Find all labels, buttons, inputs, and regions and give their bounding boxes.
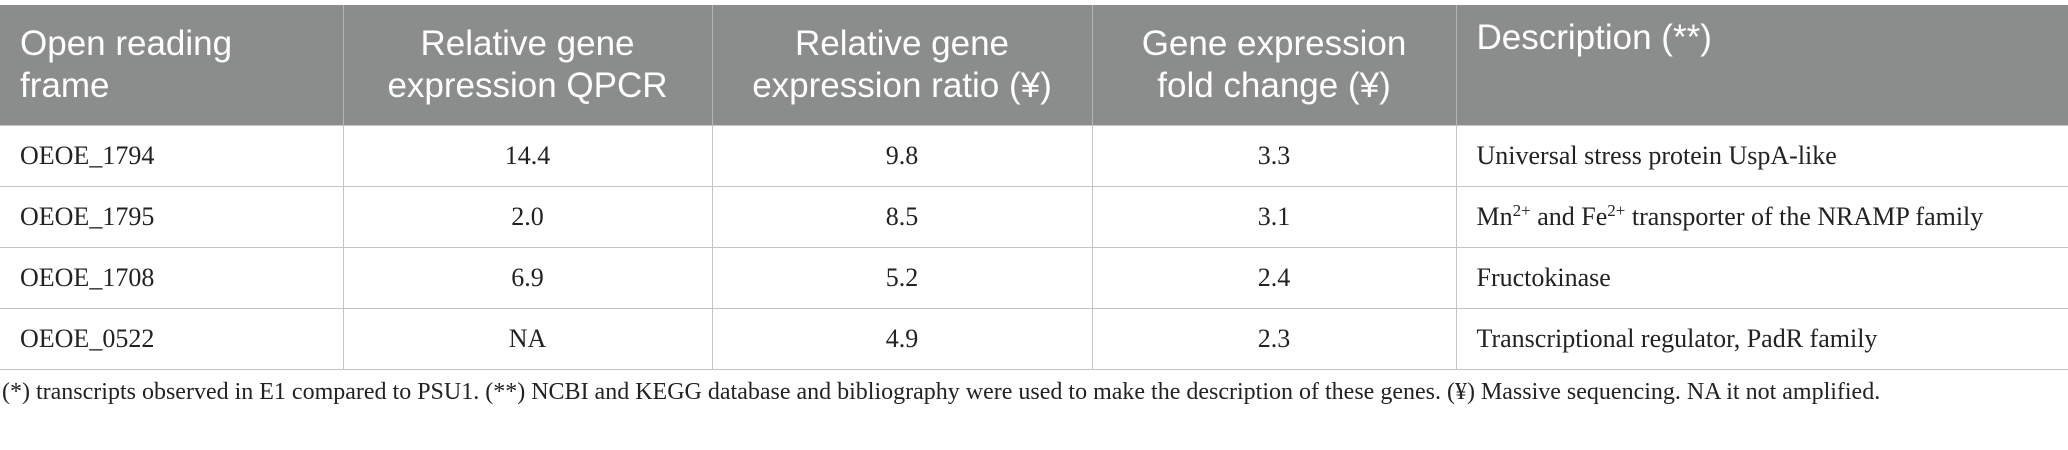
- text-run: and Fe: [1530, 202, 1608, 231]
- text-run: Transcriptional regulator, PadR family: [1476, 324, 1878, 353]
- value-cell: 5.2: [711, 247, 1093, 309]
- table-row: OEOE_1708 6.9 5.2 2.4 Fructokinase: [0, 247, 2068, 309]
- superscript: 2+: [1512, 201, 1531, 220]
- footnote: (*) transcripts observed in E1 compared …: [2, 379, 1881, 405]
- orf-cell: OEOE_1708: [0, 247, 344, 309]
- table-row: OEOE_1795 2.0 8.5 3.1 Mn2+ and Fe2+ transpor…: [0, 186, 2068, 248]
- table-body: OEOE_1794 14.4 9.8 3.3 Universal stress prot…: [0, 125, 2068, 370]
- table-row: OEOE_0522 NA 4.9 2.3 Transcriptional regulat…: [0, 308, 2068, 370]
- text-run: Universal stress protein UspA-like: [1476, 141, 1837, 170]
- value-cell: NA: [342, 308, 713, 370]
- description-cell: Fructokinase: [1455, 247, 2068, 309]
- value-cell: 3.3: [1091, 125, 1457, 187]
- column-header: Gene expression fold change (¥): [1092, 5, 1457, 126]
- header-row: Open reading frame Relative gene expressi…: [0, 5, 2068, 126]
- superscript: 2+: [1607, 201, 1626, 220]
- value-cell: 14.4: [342, 125, 713, 187]
- column-header: Relative gene expression QPCR: [343, 5, 713, 126]
- column-header: Relative gene expression ratio (¥): [712, 5, 1093, 126]
- value-cell: 8.5: [711, 186, 1093, 248]
- value-cell: 4.9: [711, 308, 1093, 370]
- text-run: Mn: [1476, 202, 1513, 231]
- description-cell: Mn2+ and Fe2+ transporter of the NRAMP f…: [1455, 186, 2068, 248]
- text-run: Fructokinase: [1476, 263, 1611, 292]
- data-table: Open reading frame Relative gene expressi…: [0, 5, 2068, 370]
- description-cell: Universal stress protein UspA-like: [1455, 125, 2068, 187]
- value-cell: 2.3: [1091, 308, 1457, 370]
- value-cell: 9.8: [711, 125, 1093, 187]
- text-run: transporter of the NRAMP family: [1625, 202, 1984, 231]
- orf-cell: OEOE_1794: [0, 125, 344, 187]
- value-cell: 3.1: [1091, 186, 1457, 248]
- value-cell: 2.4: [1091, 247, 1457, 309]
- column-header: Open reading frame: [0, 5, 344, 126]
- value-cell: 6.9: [342, 247, 713, 309]
- description-cell: Transcriptional regulator, PadR family: [1455, 308, 2068, 370]
- column-header: Description (**): [1456, 5, 2068, 126]
- orf-cell: OEOE_1795: [0, 186, 344, 248]
- orf-cell: OEOE_0522: [0, 308, 344, 370]
- table-row: OEOE_1794 14.4 9.8 3.3 Universal stress prot…: [0, 125, 2068, 187]
- value-cell: 2.0: [342, 186, 713, 248]
